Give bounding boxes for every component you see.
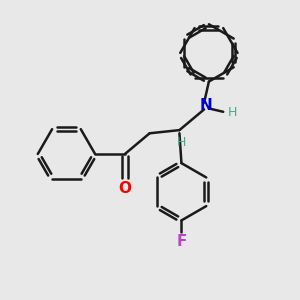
Text: F: F bbox=[176, 234, 187, 249]
Text: H: H bbox=[176, 136, 186, 149]
Text: N: N bbox=[200, 98, 212, 113]
Text: O: O bbox=[118, 181, 131, 196]
Text: H: H bbox=[227, 106, 237, 119]
